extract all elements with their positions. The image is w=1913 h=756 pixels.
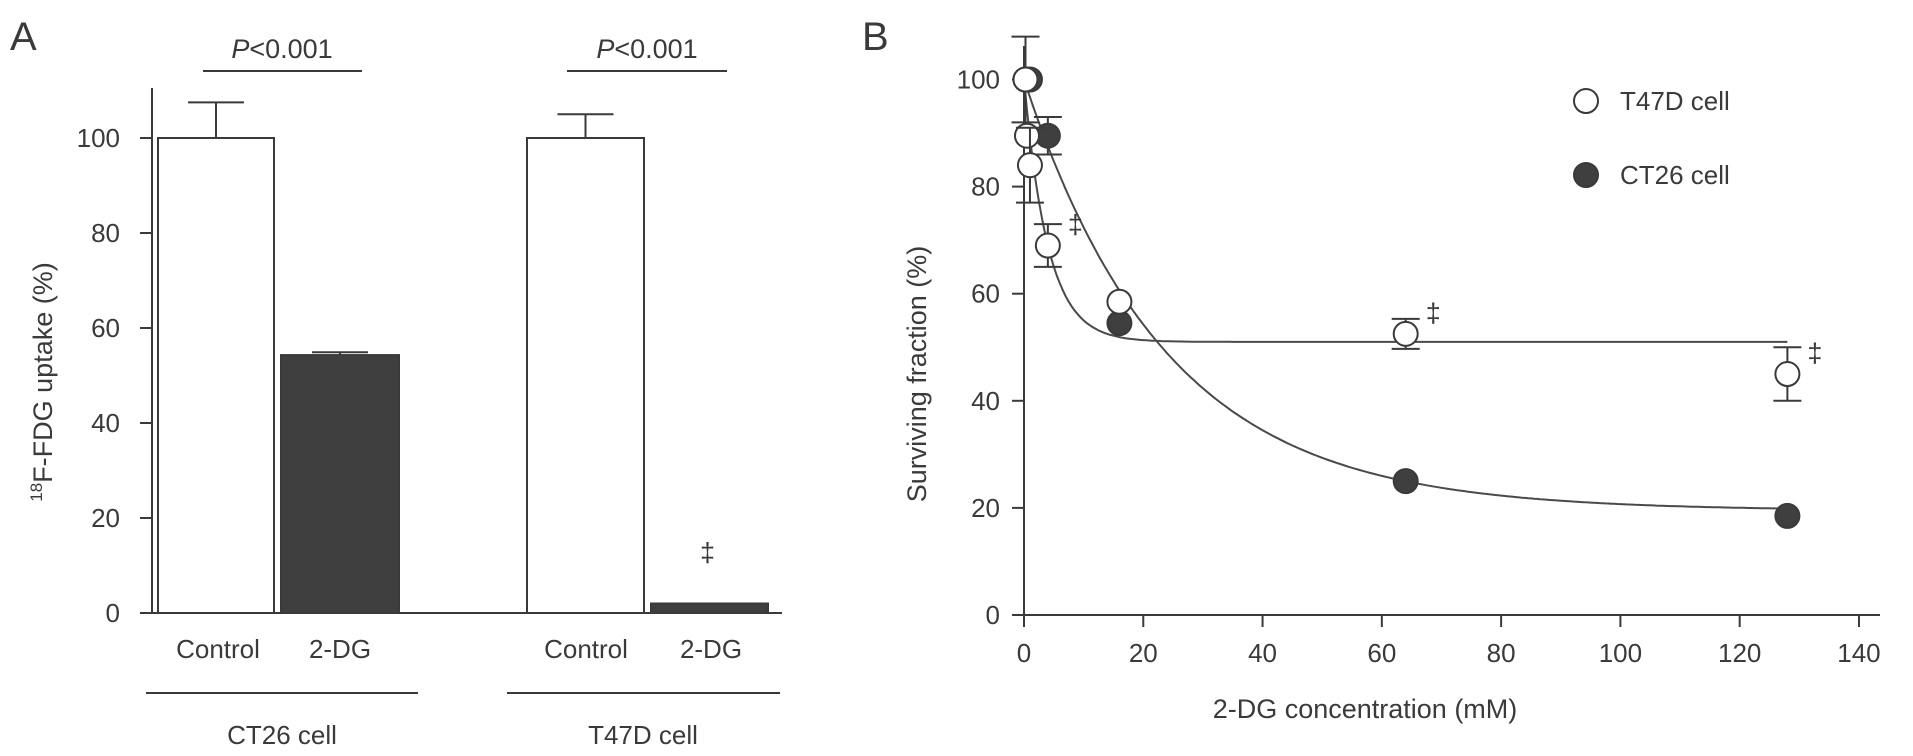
panel-b: B Surviving fraction (%) 2-DG concentrat…: [862, 15, 1881, 724]
t47d-point: [1013, 122, 1040, 149]
panel-a-y-ticks: 0 20 40 60 80 100: [77, 123, 152, 628]
ct26-point: [1774, 502, 1801, 529]
t47d-point: [1034, 232, 1061, 259]
panel-b-y-tick-label: 100: [957, 65, 1000, 95]
t47d-point: [1106, 288, 1133, 315]
panel-a-y-tick-label: 100: [77, 123, 120, 153]
panel-a-y-axis-title: 18F-FDG uptake (%): [27, 262, 58, 501]
panel-b-y-ticks: 0 20 40 60 80 100: [957, 65, 1024, 630]
panel-b-x-tick-label: 40: [1248, 638, 1277, 668]
bar-t47d-2dg: [650, 602, 769, 614]
legend-label-t47d: T47D cell: [1620, 86, 1730, 116]
x-label-ct26-2dg: 2-DG: [309, 634, 371, 664]
panel-a-y-tick-label: 20: [91, 503, 120, 533]
panel-a: A 18F-FDG uptake (%) 0 20 40 60 80 100 ‡ Cont…: [10, 15, 782, 750]
group-label-ct26: CT26 cell: [227, 720, 337, 750]
panel-a-y-tick-label: 40: [91, 408, 120, 438]
x-label-t47d-2dg: 2-DG: [680, 634, 742, 664]
panel-a-y-tick-label: 0: [106, 598, 120, 628]
legend: T47D cell CT26 cell: [1573, 86, 1730, 190]
panel-a-y-axis-title-sup: 18: [27, 483, 46, 502]
x-label-t47d-control: Control: [544, 634, 628, 664]
fit-curve-t47d: [1023, 79, 1788, 343]
error-bar-ct26-control: [188, 101, 244, 138]
x-label-ct26-control: Control: [176, 634, 260, 664]
panel-b-letter: B: [862, 15, 889, 59]
significance-label-t47d: P<0.001: [596, 34, 697, 64]
panel-b-x-axis-title: 2-DG concentration (mM): [1213, 694, 1518, 724]
panel-b-x-tick-label: 140: [1837, 638, 1880, 668]
panel-a-y-axis-title-main: F-FDG uptake (%): [28, 262, 58, 483]
error-bar-ct26-2dg: [312, 351, 368, 356]
significance-t47d-p: P: [596, 34, 614, 64]
panel-b-x-tick-label: 20: [1129, 638, 1158, 668]
significance-mark: ‡: [1426, 298, 1441, 328]
panel-b-y-axis-title: Surviving fraction (%): [902, 246, 932, 503]
panel-b-y-tick-label: 0: [986, 600, 1000, 630]
legend-marker-ct26: [1573, 162, 1599, 188]
panel-b-x-tick-label: 100: [1599, 638, 1642, 668]
ct26-point: [1392, 468, 1419, 495]
ct26-point: [1106, 310, 1133, 337]
significance-t47d-value: <0.001: [614, 34, 697, 64]
t47d-point: [1012, 66, 1039, 93]
bar-ct26-control: [157, 137, 275, 614]
t47d-point: [1392, 320, 1419, 347]
fit-curve-ct26: [1023, 79, 1788, 510]
bar-t47d-control: [526, 137, 645, 614]
panel-a-y-tick-label: 60: [91, 313, 120, 343]
group-label-t47d: T47D cell: [588, 720, 698, 750]
panel-b-x-tick-label: 60: [1367, 638, 1396, 668]
annotation-t47d-2dg: ‡: [700, 538, 715, 568]
significance-ct26-value: <0.001: [249, 34, 332, 64]
panel-b-y-tick-label: 60: [971, 279, 1000, 309]
t47d-point: [1016, 152, 1043, 179]
significance-ct26-p: P: [231, 34, 249, 64]
panel-a-y-tick-label: 80: [91, 218, 120, 248]
panel-b-y-tick-label: 80: [971, 172, 1000, 202]
panel-b-y-tick-label: 40: [971, 386, 1000, 416]
legend-marker-t47d: [1573, 88, 1599, 114]
t47d-point: [1774, 361, 1801, 388]
error-bar-t47d-control: [557, 113, 614, 138]
points-t47d: ‡ ‡ ‡: [1011, 35, 1822, 402]
significance-mark: ‡: [1807, 338, 1822, 368]
significance-label-ct26: P<0.001: [231, 34, 332, 64]
panel-b-y-tick-label: 20: [971, 493, 1000, 523]
panel-b-x-tick-label: 80: [1487, 638, 1516, 668]
panel-b-x-tick-label: 0: [1017, 638, 1031, 668]
panel-b-x-tick-label: 120: [1718, 638, 1761, 668]
legend-label-ct26: CT26 cell: [1620, 160, 1730, 190]
bar-ct26-2dg: [280, 354, 400, 614]
panel-b-x-ticks: 0 20 40 60 80 100 120 140: [1017, 615, 1881, 668]
panel-a-letter: A: [10, 15, 37, 59]
significance-mark: ‡: [1068, 210, 1083, 240]
